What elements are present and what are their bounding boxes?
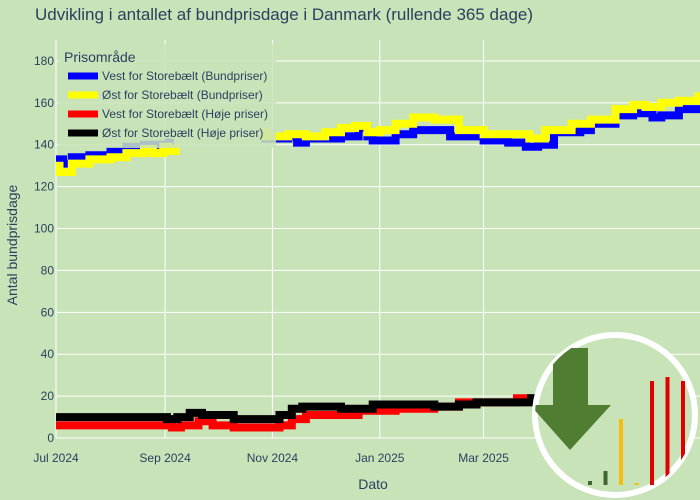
badge-bar <box>619 419 623 485</box>
x-axis-label: Dato <box>358 476 388 492</box>
y-tick-label: 40 <box>41 347 55 361</box>
legend-item-label: Vest for Storebælt (Bundpriser) <box>102 69 267 83</box>
badge-bars <box>588 377 700 485</box>
badge-bar <box>650 381 654 485</box>
legend-item-label: Vest for Storebælt (Høje priser) <box>102 107 268 121</box>
logo-badge <box>532 332 700 498</box>
y-tick-label: 140 <box>34 138 54 152</box>
legend-item-label: Øst for Storebælt (Bundpriser) <box>102 88 263 102</box>
x-tick-label: Nov 2024 <box>247 451 299 465</box>
x-tick-label: Mar 2025 <box>458 451 509 465</box>
badge-bar <box>588 481 592 485</box>
x-axis-ticks: Jul 2024 Sep 2024 Nov 2024 Jan 2025 Mar 2025 <box>33 451 509 465</box>
down-arrow-icon <box>535 348 611 450</box>
series-line-1[interactable] <box>261 57 700 143</box>
series-line-3[interactable] <box>56 392 646 424</box>
x-tick-label: Jan 2025 <box>355 451 405 465</box>
badge-bar <box>665 377 670 485</box>
badge-bar <box>634 483 639 485</box>
x-tick-label: Sep 2024 <box>139 451 191 465</box>
chart-title: Udvikling i antallet af bundprisdage i D… <box>35 5 533 24</box>
y-axis-ticks: 0 20 40 60 80 100 120 140 160 180 <box>34 54 54 445</box>
badge-bar <box>603 471 608 485</box>
series-line-0[interactable] <box>261 65 700 151</box>
y-tick-label: 60 <box>41 305 55 319</box>
y-axis-label: Antal bundprisdage <box>4 184 20 305</box>
y-tick-label: 80 <box>41 263 55 277</box>
y-tick-label: 0 <box>47 431 54 445</box>
y-tick-label: 20 <box>41 389 55 403</box>
x-tick-label: Jul 2024 <box>33 451 79 465</box>
y-tick-label: 120 <box>34 180 54 194</box>
y-tick-label: 160 <box>34 96 54 110</box>
badge-bar <box>681 381 685 485</box>
legend[interactable]: Prisområde Vest for Storebælt (Bundprise… <box>58 44 276 148</box>
legend-title: Prisområde <box>64 49 136 65</box>
badge-bar <box>697 419 700 485</box>
y-tick-label: 180 <box>34 54 54 68</box>
legend-item-label: Øst for Storebælt (Høje priser) <box>102 126 263 140</box>
y-tick-label: 100 <box>34 222 54 236</box>
